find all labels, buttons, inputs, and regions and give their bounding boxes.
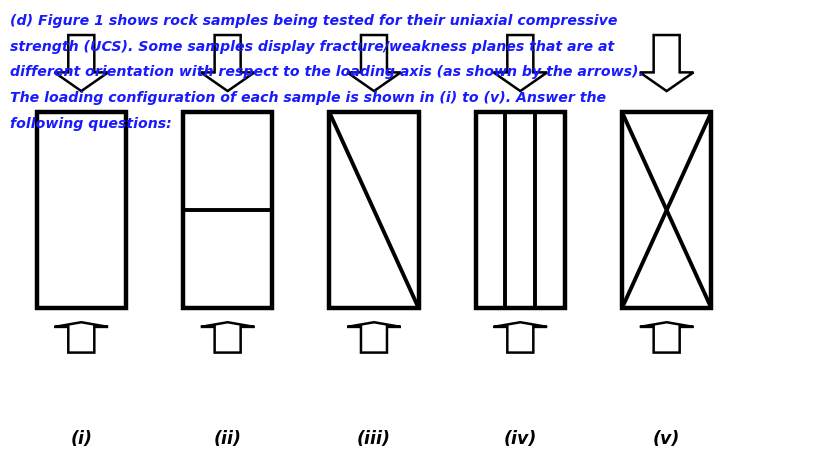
Polygon shape [347,35,401,91]
Polygon shape [201,35,254,91]
Bar [37,112,126,308]
Text: The loading configuration of each sample is shown in (i) to (v). Answer the: The loading configuration of each sample… [10,91,606,105]
Bar [183,112,272,308]
Bar [622,112,711,308]
Text: strength (UCS). Some samples display fracture/weakness planes that are at: strength (UCS). Some samples display fra… [10,40,614,54]
Polygon shape [493,322,547,353]
Polygon shape [640,322,693,353]
Polygon shape [347,322,401,353]
Text: (d) Figure 1 shows rock samples being tested for their uniaxial compressive: (d) Figure 1 shows rock samples being te… [10,14,617,28]
Text: (iv): (iv) [503,430,537,448]
Text: (v): (v) [653,430,680,448]
Bar [476,112,565,308]
Polygon shape [493,35,547,91]
Polygon shape [201,322,254,353]
Text: different orientation with respect to the loading axis (as shown by the arrows).: different orientation with respect to th… [10,65,644,79]
Text: (i): (i) [70,430,93,448]
Text: (iii): (iii) [357,430,391,448]
Text: following questions:: following questions: [10,117,172,131]
Bar [329,112,419,308]
Polygon shape [640,35,693,91]
Text: (ii): (ii) [214,430,241,448]
Polygon shape [54,35,108,91]
Polygon shape [54,322,108,353]
